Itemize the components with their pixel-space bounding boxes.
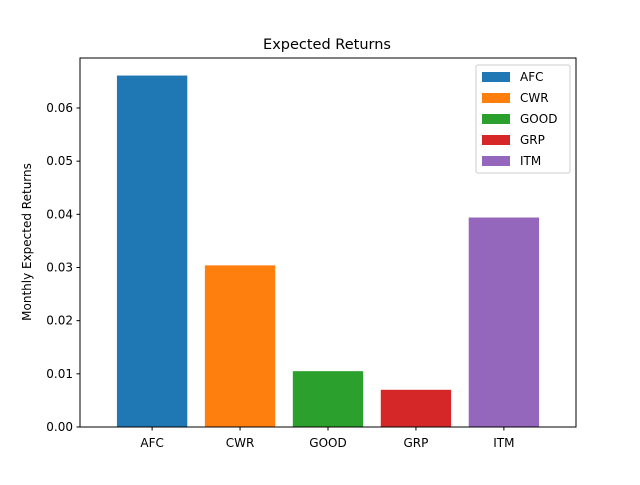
legend-swatch-grp: [482, 135, 510, 145]
x-tick-label-good: GOOD: [309, 436, 346, 450]
bar-afc: [116, 75, 188, 428]
legend-swatch-itm: [482, 156, 510, 166]
y-tick-label: 0.00: [46, 420, 73, 434]
legend-swatch-cwr: [482, 93, 510, 103]
y-axis: 0.00 0.01 0.02 0.03 0.04 0.05 0.06: [46, 101, 80, 434]
y-axis-label: Monthly Expected Returns: [20, 163, 34, 321]
y-tick-label: 0.04: [46, 207, 73, 221]
x-tick-label-itm: ITM: [493, 436, 514, 450]
legend-label-afc: AFC: [520, 70, 544, 84]
x-tick-label-afc: AFC: [140, 436, 164, 450]
bar-good: [292, 371, 364, 427]
y-tick-label: 0.01: [46, 367, 73, 381]
y-tick-label: 0.02: [46, 314, 73, 328]
y-tick-label: 0.05: [46, 154, 73, 168]
plot-frame: [79, 57, 577, 428]
legend: AFC CWR GOOD GRP ITM: [475, 64, 571, 174]
legend-swatch-afc: [482, 72, 510, 82]
bar-grp: [380, 389, 452, 427]
legend-label-itm: ITM: [520, 154, 541, 168]
x-axis: AFC CWR GOOD GRP ITM: [140, 427, 515, 450]
legend-label-good: GOOD: [520, 112, 557, 126]
legend-box: [475, 64, 571, 174]
y-tick-label: 0.03: [46, 260, 73, 274]
bar-itm: [468, 217, 540, 427]
legend-swatch-good: [482, 114, 510, 124]
x-tick-label-grp: GRP: [404, 436, 429, 450]
legend-label-cwr: CWR: [520, 91, 549, 105]
x-tick-label-cwr: CWR: [226, 436, 255, 450]
bar-cwr: [204, 265, 276, 427]
bars-group: [116, 75, 540, 428]
chart-title: Expected Returns: [263, 37, 391, 53]
y-tick-label: 0.06: [46, 101, 73, 115]
legend-label-grp: GRP: [520, 133, 545, 147]
